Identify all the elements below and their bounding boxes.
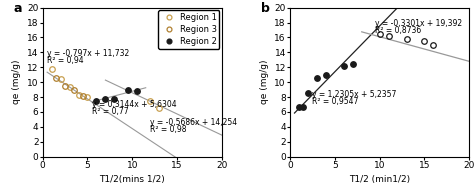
Text: y = 0,3144x + 5,6304: y = 0,3144x + 5,6304 [92,100,177,109]
Text: b: b [261,2,270,15]
Legend: Region 1, Region 3, Region 2: Region 1, Region 3, Region 2 [158,10,219,49]
Text: R² = 0,8736: R² = 0,8736 [375,26,421,35]
Text: R² = 0,94: R² = 0,94 [47,56,84,65]
Text: y = -0,797x + 11,732: y = -0,797x + 11,732 [47,49,129,58]
Text: R² = 0,98: R² = 0,98 [150,125,187,134]
Y-axis label: qe (mg/g): qe (mg/g) [260,60,269,104]
X-axis label: T1/2(mins 1/2): T1/2(mins 1/2) [100,175,165,184]
Text: y = 1,2305x + 5,2357: y = 1,2305x + 5,2357 [312,90,397,99]
Text: y = -0,3301x + 19,392: y = -0,3301x + 19,392 [375,19,462,28]
Text: R² = 0,77: R² = 0,77 [92,107,128,116]
Y-axis label: qe (mg/g): qe (mg/g) [12,60,21,104]
Text: R² = 0,9547: R² = 0,9547 [312,97,359,106]
X-axis label: T1/2 (min1/2): T1/2 (min1/2) [349,175,410,184]
Text: a: a [14,2,22,15]
Text: y = -0,5686x + 14,254: y = -0,5686x + 14,254 [150,118,237,127]
